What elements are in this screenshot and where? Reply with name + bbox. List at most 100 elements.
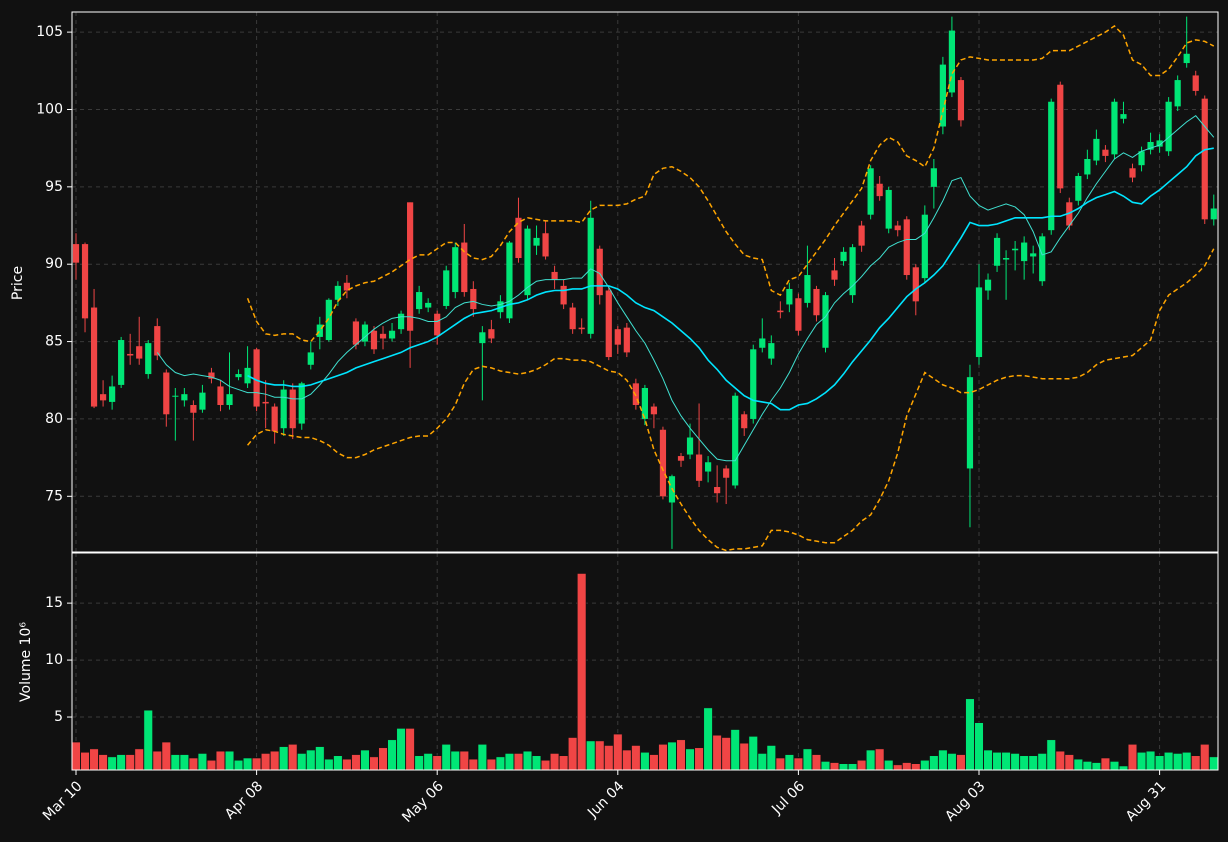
candle-body xyxy=(795,298,802,331)
volume-frame xyxy=(71,552,1219,771)
candle-body xyxy=(542,233,549,257)
volume-bar xyxy=(1091,762,1101,770)
y-tick-label: 75 xyxy=(45,488,63,504)
candle-body xyxy=(407,202,414,331)
y-tick-label: 5 xyxy=(54,709,63,725)
overlay-line xyxy=(247,147,1214,411)
volume-bar xyxy=(938,749,948,770)
volume-bar xyxy=(929,755,939,770)
volume-bar xyxy=(1118,765,1129,770)
candle-body xyxy=(72,244,80,263)
volume-bar xyxy=(315,746,325,770)
candle-body xyxy=(163,372,170,415)
volume-bar xyxy=(1019,755,1029,770)
volume-bar xyxy=(522,750,533,770)
volume-bar xyxy=(1109,761,1120,770)
volume-bar xyxy=(288,744,298,770)
volume-bar xyxy=(820,761,831,770)
candle-body xyxy=(849,247,856,296)
volume-bar xyxy=(1064,754,1074,770)
candle-body xyxy=(379,333,387,339)
volume-bar xyxy=(793,757,803,770)
volume-bar xyxy=(658,744,668,770)
candle-body xyxy=(695,454,703,481)
volume-bar xyxy=(893,764,903,770)
candle-body xyxy=(452,247,459,293)
candle-body xyxy=(605,290,612,358)
y-tick-label: 90 xyxy=(45,256,63,272)
volume-bar xyxy=(161,741,171,770)
volume-bar xyxy=(224,750,235,770)
volume-bar xyxy=(839,763,849,770)
volume-bar xyxy=(170,754,180,770)
candle-body xyxy=(136,346,143,359)
candle-body xyxy=(659,429,667,497)
candle-body xyxy=(912,267,919,302)
candle-body xyxy=(118,340,125,385)
volume-bar xyxy=(829,762,840,770)
volume-bar xyxy=(405,728,415,770)
volume-bar xyxy=(712,735,722,770)
candle-body xyxy=(993,237,1001,266)
candle-body xyxy=(271,406,278,432)
volume-bar xyxy=(1010,753,1020,770)
candle-body xyxy=(352,321,360,345)
candle-body xyxy=(741,414,748,429)
y-tick-label: 100 xyxy=(36,101,63,117)
candle-body xyxy=(334,285,341,300)
volume-bar xyxy=(956,754,966,770)
candle-body xyxy=(370,330,378,350)
volume-bar xyxy=(495,756,505,770)
volume-bar xyxy=(676,739,686,770)
volume-bar xyxy=(369,756,379,770)
candle-body xyxy=(1138,151,1145,166)
volume-bar xyxy=(1055,750,1065,770)
volume-bar xyxy=(875,748,885,770)
candle-body xyxy=(109,386,116,402)
volume-bar xyxy=(513,753,524,770)
volume-bar xyxy=(351,754,361,770)
volume-bar xyxy=(631,745,641,770)
candle-body xyxy=(226,394,233,406)
candle-body xyxy=(1057,84,1064,189)
candle-body xyxy=(705,462,712,472)
volume-bar xyxy=(1028,755,1038,770)
candle-body xyxy=(759,338,766,348)
volume-bar xyxy=(531,755,542,770)
candle-body xyxy=(939,64,946,127)
candle-body xyxy=(930,168,937,187)
candle-body xyxy=(1120,114,1127,119)
candle-body xyxy=(416,292,423,310)
volume-bar xyxy=(613,733,623,770)
volume-bar xyxy=(739,742,749,770)
candle-body xyxy=(506,242,513,319)
volume-bar xyxy=(1164,752,1174,770)
volume-bar xyxy=(911,763,921,770)
volume-bar xyxy=(197,753,207,770)
candle-body xyxy=(885,189,892,229)
candle-body xyxy=(714,487,721,494)
volume-bar xyxy=(1200,744,1210,770)
volume-bar xyxy=(1191,755,1201,770)
candle-body xyxy=(1030,253,1037,257)
candle-body xyxy=(858,225,865,246)
volume-bar xyxy=(784,754,794,770)
volume-bar xyxy=(748,736,758,770)
candle-body xyxy=(343,282,350,291)
volume-bar xyxy=(568,737,578,770)
volume-bar xyxy=(1073,758,1083,770)
volume-bar xyxy=(396,728,406,770)
candle-body xyxy=(280,389,287,429)
candle-body xyxy=(587,217,594,334)
y-tick-label: 105 xyxy=(36,24,63,40)
candle-body xyxy=(1111,101,1118,155)
volume-bar xyxy=(450,750,460,770)
volume-bar xyxy=(947,753,957,770)
volume-bar xyxy=(134,748,144,770)
candle-body xyxy=(786,288,793,305)
volume-axis-label: Volume 10⁶ xyxy=(18,622,34,702)
volume-bar xyxy=(423,753,433,770)
candle-body xyxy=(524,228,531,296)
volume-bar xyxy=(80,752,90,770)
